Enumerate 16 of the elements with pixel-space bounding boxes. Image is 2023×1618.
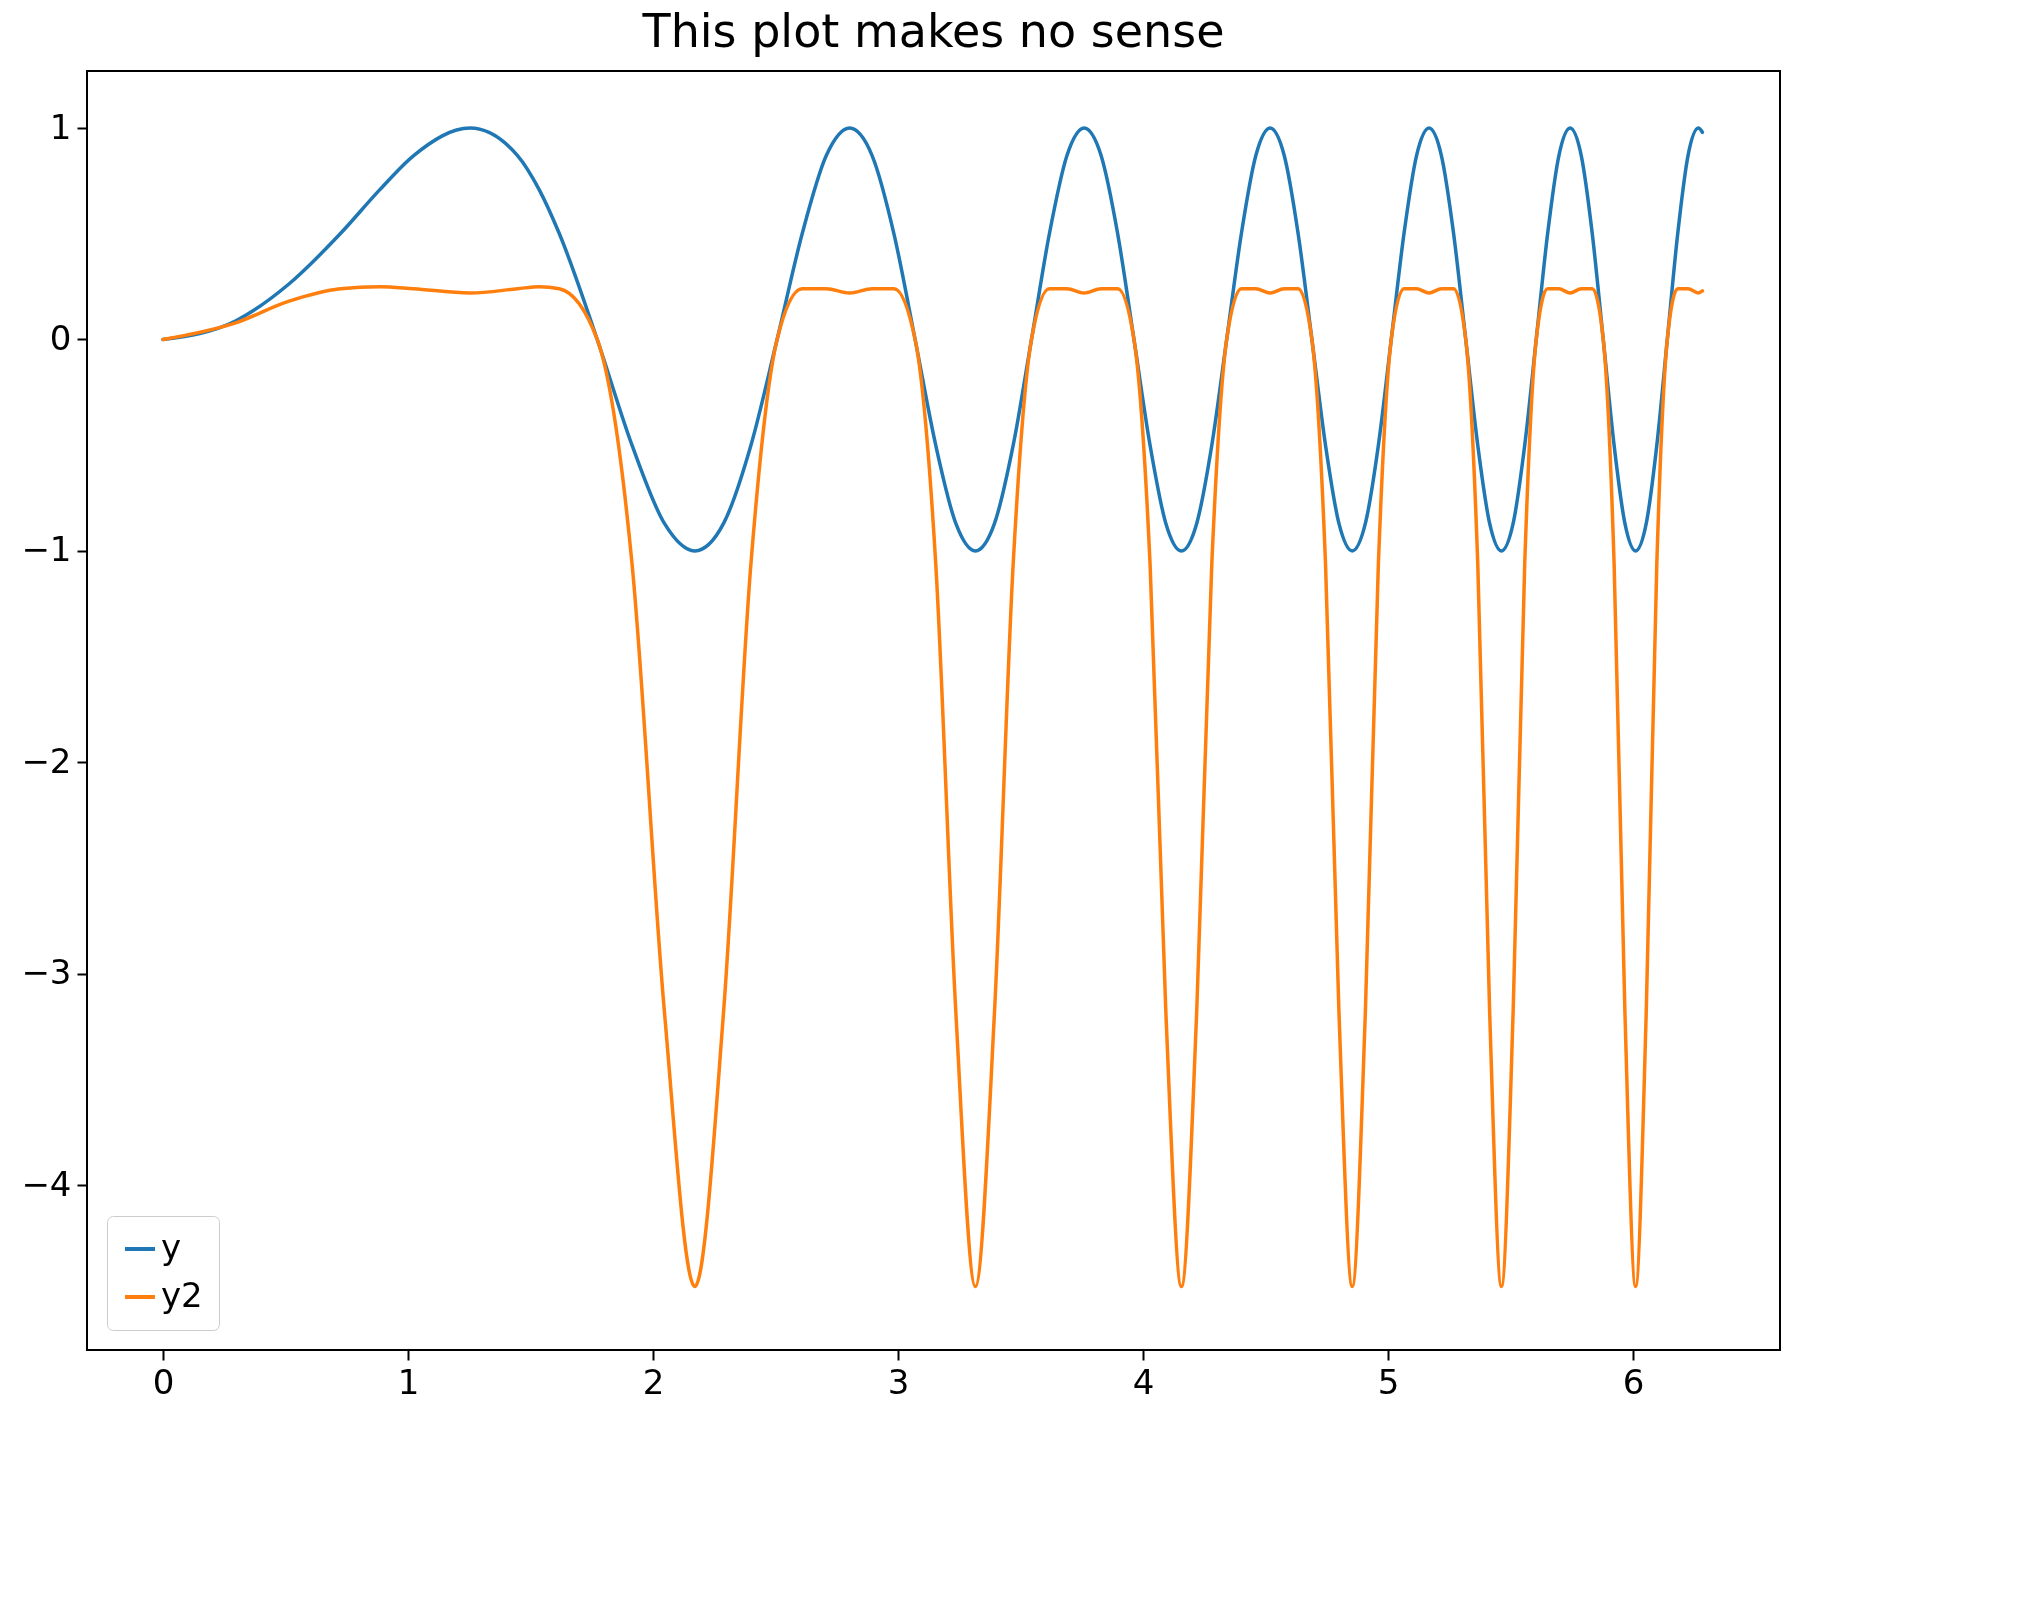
y-tick-label: −3	[21, 952, 72, 993]
x-tick-label: 5	[1377, 1361, 1400, 1402]
x-tick-label: 3	[887, 1361, 910, 1402]
x-tick-label: 4	[1132, 1361, 1155, 1402]
y-tick-label: 1	[49, 106, 72, 147]
legend-label: y2	[161, 1275, 203, 1315]
y-tick-label: −2	[21, 740, 72, 781]
legend-label: y	[161, 1227, 182, 1267]
y-tick-label: −4	[21, 1163, 72, 1204]
x-tick-label: 2	[642, 1361, 665, 1402]
x-tick-label: 1	[397, 1361, 420, 1402]
chart-title: This plot makes no sense	[641, 4, 1225, 58]
x-tick-label: 0	[152, 1361, 175, 1402]
x-tick-label: 6	[1622, 1361, 1645, 1402]
y-tick-label: 0	[49, 317, 72, 358]
y-tick-label: −1	[21, 529, 72, 570]
